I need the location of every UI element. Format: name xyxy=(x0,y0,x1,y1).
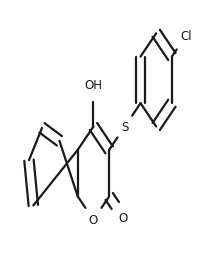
Text: Cl: Cl xyxy=(180,30,192,43)
Text: O: O xyxy=(89,213,98,226)
Text: S: S xyxy=(121,121,129,133)
Text: OH: OH xyxy=(84,79,103,92)
Text: O: O xyxy=(119,211,128,224)
